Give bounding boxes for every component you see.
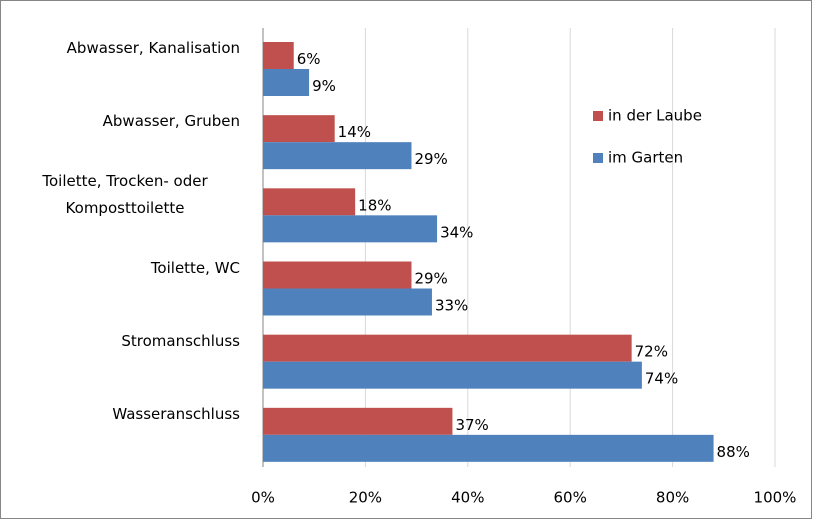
y-tick-label: Wasseranschluss (112, 404, 240, 423)
bar (263, 361, 642, 389)
x-tick-label: 40% (451, 489, 484, 507)
legend-swatch (593, 153, 603, 163)
y-tick-label: Abwasser, Gruben (102, 112, 240, 131)
bar (263, 42, 294, 69)
x-tick-label: 60% (554, 489, 587, 507)
bar (263, 288, 432, 316)
data-label: 72% (635, 343, 668, 361)
x-tick-label: 20% (349, 489, 382, 507)
data-label: 37% (455, 416, 488, 434)
bar (263, 261, 412, 289)
bar (263, 434, 714, 462)
category-label-box: Toilette, WC (0, 238, 240, 298)
category-label-box: Wasseranschluss (0, 384, 240, 444)
x-tick-label: 80% (656, 489, 689, 507)
data-label: 29% (414, 270, 447, 288)
category-label-box: Stromanschluss (0, 311, 240, 371)
category-label-box: Abwasser, Gruben (0, 92, 240, 152)
legend-label: im Garten (608, 149, 683, 167)
data-label: 6% (297, 50, 321, 68)
bar (263, 215, 438, 243)
bar (263, 115, 335, 143)
data-label: 9% (312, 77, 336, 95)
category-label-box: Toilette, Trocken- oder Komposttoilette (0, 165, 240, 225)
data-label: 34% (440, 223, 473, 241)
legend-swatch (593, 111, 603, 121)
data-label: 74% (645, 370, 678, 388)
x-tick-label: 100% (754, 489, 797, 507)
x-tick-label: 0% (251, 489, 275, 507)
y-tick-label: Toilette, Trocken- oder Komposttoilette (42, 171, 208, 217)
bar (263, 334, 632, 362)
data-label: 29% (414, 150, 447, 168)
data-label: 88% (717, 443, 750, 461)
y-tick-label: Stromanschluss (121, 331, 240, 350)
data-label: 14% (338, 123, 371, 141)
bar (263, 407, 453, 435)
bar (263, 142, 412, 170)
data-label: 33% (435, 297, 468, 315)
data-label: 18% (358, 196, 391, 214)
bar (263, 188, 356, 216)
category-label-box: Abwasser, Kanalisation (0, 19, 240, 79)
y-tick-label: Toilette, WC (150, 258, 240, 277)
bar (263, 69, 310, 96)
legend-label: in der Laube (608, 107, 702, 125)
y-tick-label: Abwasser, Kanalisation (66, 39, 240, 58)
